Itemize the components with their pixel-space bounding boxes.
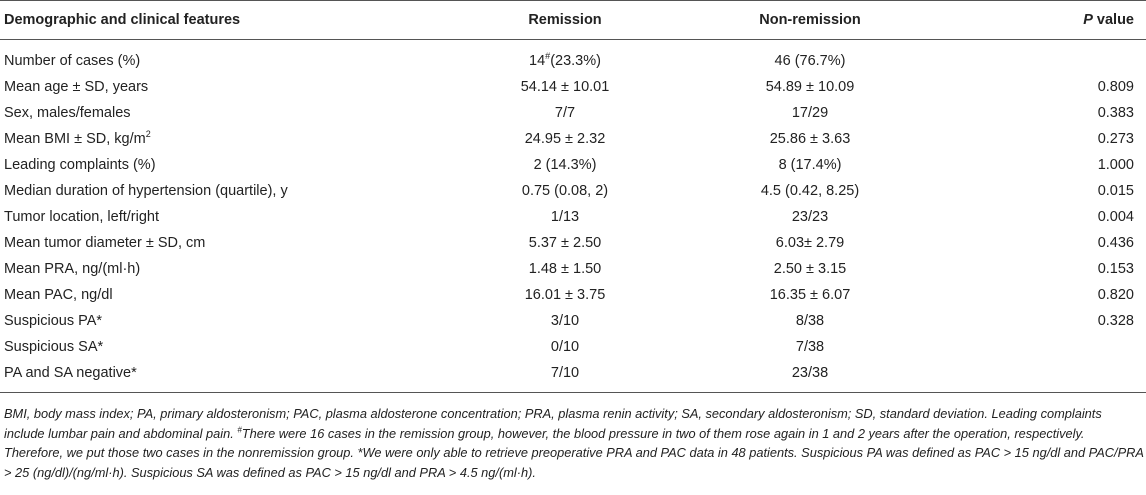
row-remission: 2 (14.3%) — [533, 157, 597, 173]
row-remission: 1/13 — [550, 209, 580, 225]
table-row: Mean PAC, ng/dl 16.01 ± 3.75 16.35 ± 6.0… — [0, 282, 1146, 308]
row-feature: Leading complaints (%) — [4, 157, 156, 173]
row-non-remission: 6.03± 2.79 — [775, 235, 845, 251]
bottom-rule — [0, 392, 1146, 393]
row-remission: 5.37 ± 2.50 — [528, 235, 602, 251]
row-non-remission: 16.35 ± 6.07 — [769, 287, 851, 303]
table-row: Suspicious PA* 3/10 8/38 0.328 — [0, 308, 1146, 334]
table-row: Mean BMI ± SD, kg/m2 24.95 ± 2.32 25.86 … — [0, 126, 1146, 152]
hash-marker: # — [545, 51, 551, 62]
row-feature: Number of cases (%) — [4, 53, 141, 69]
row-p-value: 0.273 — [1097, 131, 1134, 147]
row-p-value: 0.383 — [1097, 105, 1134, 121]
row-remission: 14#(23.3%) — [450, 40, 680, 74]
table-row: Mean age ± SD, years 54.14 ± 10.01 54.89… — [0, 74, 1146, 100]
row-remission: 24.95 ± 2.32 — [524, 131, 606, 147]
header-rule — [0, 39, 1146, 40]
footnote-notes: There were 16 cases in the remission gro… — [4, 425, 1144, 480]
row-p-value: 0.436 — [1097, 235, 1134, 251]
header-non-remission: Non-remission — [759, 12, 861, 28]
header-p-letter: P — [1083, 12, 1093, 28]
row-p-value: 0.820 — [1097, 287, 1134, 303]
row-feature: Median duration of hypertension (quartil… — [4, 183, 288, 199]
footnote-abbreviations: BMI, body mass index; PA, primary aldost… — [4, 406, 1102, 441]
table-footnote: BMI, body mass index; PA, primary aldost… — [4, 404, 1144, 482]
row-p-value — [940, 40, 1146, 74]
row-p-value — [940, 360, 1146, 386]
table-row: Mean tumor diameter ± SD, cm 5.37 ± 2.50… — [0, 230, 1146, 256]
row-remission: 16.01 ± 3.75 — [524, 287, 606, 303]
row-p-value: 0.809 — [1097, 79, 1134, 95]
header-p-value: P value — [940, 0, 1146, 40]
row-remission: 1.48 ± 1.50 — [528, 261, 602, 277]
table-row: Leading complaints (%) 2 (14.3%) 8 (17.4… — [0, 152, 1146, 178]
row-feature: Sex, males/females — [4, 105, 131, 121]
table-row: Suspicious SA* 0/10 7/38 — [0, 334, 1146, 360]
row-feature: Mean PRA, ng/(ml·h) — [4, 261, 141, 277]
table-row: Tumor location, left/right 1/13 23/23 0.… — [0, 204, 1146, 230]
row-p-value: 1.000 — [1097, 157, 1134, 173]
clinical-features-table: Demographic and clinical features Remiss… — [0, 0, 1146, 386]
row-non-remission: 46 (76.7%) — [774, 53, 846, 69]
table-header-row: Demographic and clinical features Remiss… — [0, 0, 1146, 40]
row-feature: Suspicious SA* — [4, 339, 104, 355]
row-remission: 3/10 — [550, 313, 580, 329]
row-non-remission: 17/29 — [791, 105, 829, 121]
row-feature: Mean BMI ± SD, kg/m2 — [0, 126, 450, 152]
row-feature: Suspicious PA* — [4, 313, 103, 329]
row-non-remission: 2.50 ± 3.15 — [773, 261, 847, 277]
row-non-remission: 23/38 — [791, 365, 829, 381]
bmi-label: Mean BMI ± SD, kg/m — [4, 131, 146, 147]
row-non-remission: 7/38 — [795, 339, 825, 355]
row-remission: 0/10 — [550, 339, 580, 355]
table-row: PA and SA negative* 7/10 23/38 — [0, 360, 1146, 386]
squared-marker: 2 — [145, 129, 151, 140]
row-feature: Mean PAC, ng/dl — [4, 287, 113, 303]
row-p-value — [940, 334, 1146, 360]
row-p-value: 0.328 — [1097, 313, 1134, 329]
header-p-suffix: value — [1092, 12, 1134, 28]
header-feature: Demographic and clinical features — [4, 12, 241, 28]
row-non-remission: 8 (17.4%) — [778, 157, 842, 173]
row-non-remission: 25.86 ± 3.63 — [769, 131, 851, 147]
remission-count: 14 — [529, 53, 546, 69]
table-row: Sex, males/females 7/7 17/29 0.383 — [0, 100, 1146, 126]
row-feature: Mean tumor diameter ± SD, cm — [4, 235, 206, 251]
row-feature: Tumor location, left/right — [4, 209, 159, 225]
row-remission: 7/10 — [550, 365, 580, 381]
row-feature: PA and SA negative* — [4, 365, 137, 381]
row-p-value: 0.015 — [1097, 183, 1134, 199]
row-remission: 7/7 — [554, 105, 576, 121]
row-non-remission: 8/38 — [795, 313, 825, 329]
table-row: Median duration of hypertension (quartil… — [0, 178, 1146, 204]
hash-marker: # — [237, 425, 242, 435]
row-non-remission: 4.5 (0.42, 8.25) — [760, 183, 860, 199]
row-non-remission: 54.89 ± 10.09 — [765, 79, 855, 95]
table-row: Mean PRA, ng/(ml·h) 1.48 ± 1.50 2.50 ± 3… — [0, 256, 1146, 282]
row-non-remission: 23/23 — [791, 209, 829, 225]
row-feature: Mean age ± SD, years — [4, 79, 149, 95]
row-remission: 54.14 ± 10.01 — [520, 79, 610, 95]
header-remission: Remission — [528, 12, 602, 28]
row-p-value: 0.004 — [1097, 209, 1134, 225]
table-row: Number of cases (%) 14#(23.3%) 46 (76.7%… — [0, 40, 1146, 74]
row-p-value: 0.153 — [1097, 261, 1134, 277]
row-remission: 0.75 (0.08, 2) — [521, 183, 609, 199]
top-rule — [0, 0, 1146, 1]
remission-percent: (23.3%) — [550, 53, 601, 69]
